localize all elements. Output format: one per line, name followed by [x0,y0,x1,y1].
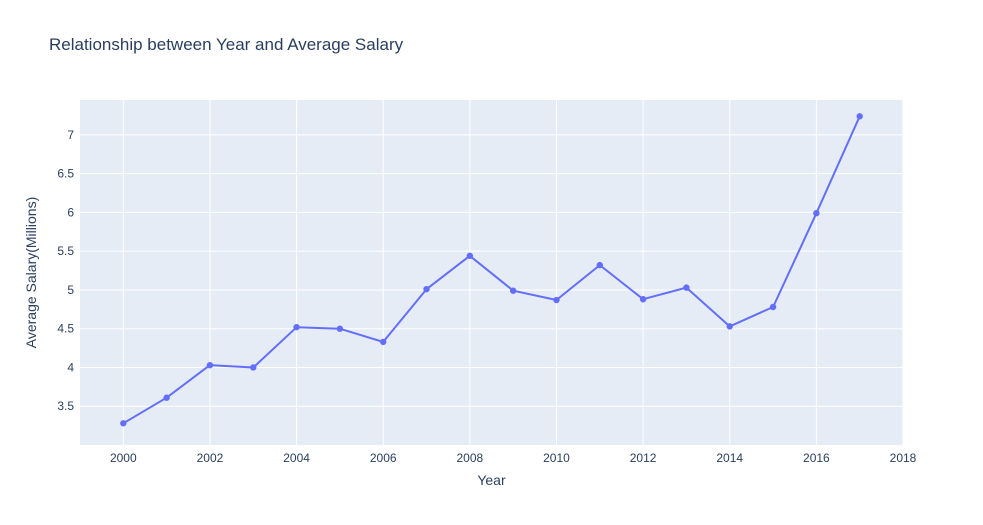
series-line [122,115,861,425]
y-tick-labels: 3.5 4 4.5 5 5.5 6 6.5 7 [57,128,74,413]
data-point [813,209,820,217]
x-tick-label: 2010 [543,451,570,465]
data-point [466,252,474,260]
data-point [769,303,777,311]
x-tick-label: 2018 [890,451,917,465]
data-point [206,361,214,369]
x-tick-label: 2012 [630,451,657,465]
data-point [336,325,344,332]
y-tick-label: 7 [67,128,74,142]
y-tick-label: 5 [67,283,74,297]
x-tick-label: 2014 [716,451,743,465]
y-tick-label: 3.5 [57,399,74,413]
y-tick-label: 6 [67,205,74,219]
y-tick-label: 4 [67,360,74,374]
data-point [423,285,430,293]
data-point [250,364,257,371]
data-point [120,420,127,427]
data-point [639,296,647,303]
data-point [380,338,387,346]
x-axis-title: Year [477,472,506,488]
x-tick-label: 2008 [456,451,483,465]
x-tick-label: 2004 [283,451,310,465]
data-point [596,261,603,269]
data-point [553,296,560,304]
y-axis-title: Average Salary(Millions) [23,197,39,348]
data-point [509,287,517,294]
x-gridlines [122,100,904,445]
x-tick-label: 2006 [370,451,397,465]
data-point [856,113,863,120]
data-point [726,323,733,330]
y-gridlines [80,134,903,407]
x-tick-label: 2016 [803,451,830,465]
series-layer [120,113,863,427]
x-tick-label: 2000 [110,451,137,465]
x-tick-label: 2002 [197,451,224,465]
data-point [293,323,300,331]
y-tick-label: 5.5 [57,244,74,258]
y-tick-label: 6.5 [57,167,74,181]
x-tick-labels: 2000 2002 2004 2006 2008 2010 2012 2014 2016 2018 [110,451,917,465]
data-point [163,394,170,401]
chart-title: Relationship between Year and Average Sa… [49,35,404,54]
y-tick-label: 4.5 [57,322,74,336]
data-point [683,284,690,291]
